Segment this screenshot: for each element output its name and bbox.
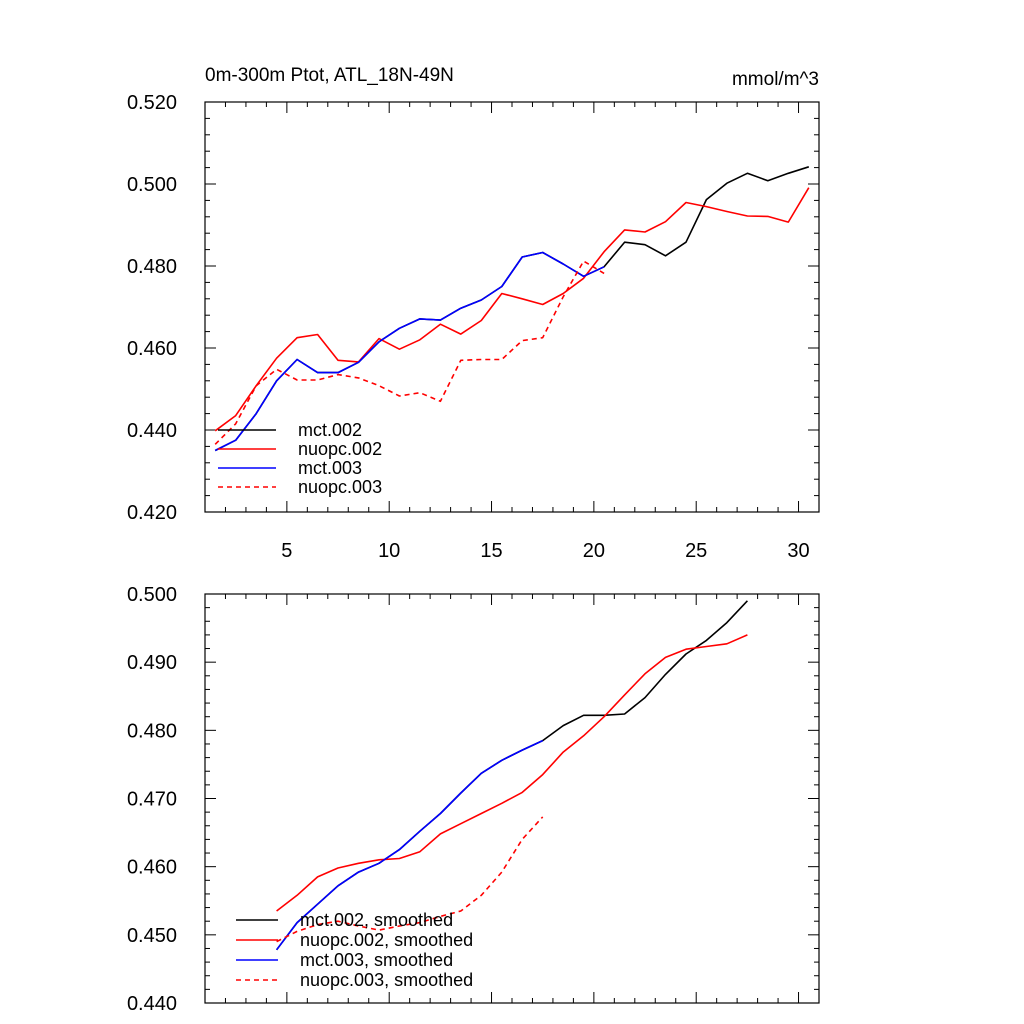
chart-units-label: mmol/m^3 [732,69,819,90]
series-line-mct-003-smoothed [275,739,544,951]
y-tick-label: 0.520 [127,92,177,114]
x-tick-label: 20 [583,540,605,562]
y-tick-label: 0.420 [127,502,177,524]
legend-label: nuopc.003, smoothed [300,970,473,990]
y-tick-label: 0.450 [127,925,177,947]
x-tick-label: 10 [378,540,400,562]
legend-label: nuopc.002, smoothed [300,930,473,950]
legend-label: mct.003 [298,458,362,478]
bottom-smoothed-line-chart-panel: 0.440 0.450 0.460 0.470 0.480 0.490 0.500 mct.0… [127,584,820,1015]
legend-label: mct.002 [298,420,362,440]
series-line-nuopc-002-smoothed [276,634,748,912]
series-line-mct-003 [214,251,605,452]
top-line-chart-panel: 5 10 15 20 25 30 0.420 0.440 0.460 0.480 0.500 0.52… [127,92,820,562]
y-tick-label: 0.470 [127,789,177,811]
y-tick-label: 0.460 [127,338,177,360]
y-tick-label: 0.460 [127,857,177,879]
series-line-nuopc-002 [214,187,810,432]
chart-title: 0m-300m Ptot, ATL_18N-49N [205,65,454,86]
y-tick-label: 0.440 [127,420,177,442]
x-tick-label: 5 [281,540,292,562]
x-tick-label: 15 [480,540,502,562]
y-tick-label: 0.480 [127,256,177,278]
legend-label: nuopc.003 [298,477,382,497]
y-tick-label: 0.500 [127,174,177,196]
series-line-nuopc-003 [214,260,605,445]
legend-label: nuopc.002 [298,439,382,459]
y-tick-label: 0.490 [127,652,177,674]
y-tick-label: 0.500 [127,584,177,606]
series-line-nuopc-003-smoothed [276,816,544,943]
legend-label: mct.003, smoothed [300,950,453,970]
legend-label: mct.002, smoothed [300,910,453,930]
y-tick-label: 0.440 [127,993,177,1015]
x-tick-label: 30 [787,540,809,562]
x-tick-label: 25 [685,540,707,562]
y-tick-label: 0.480 [127,720,177,742]
